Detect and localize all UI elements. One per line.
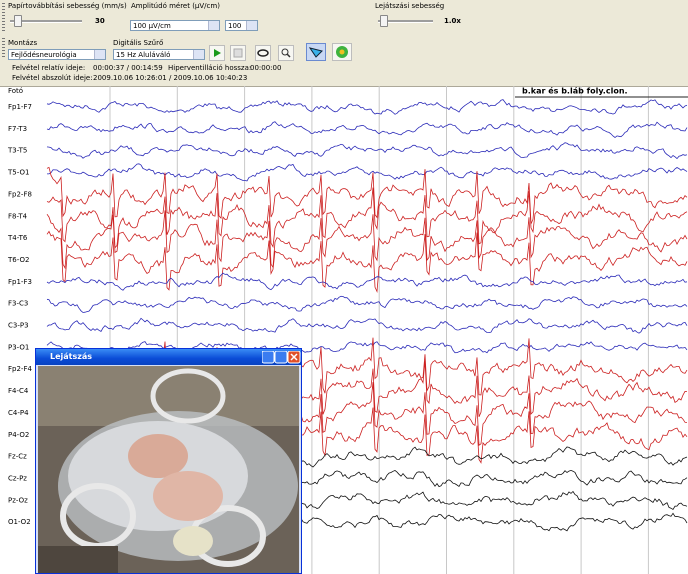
zoom-icon — [279, 46, 293, 60]
view-button[interactable] — [306, 43, 326, 61]
video-title: Lejátszás — [50, 352, 92, 361]
eeg-trace — [47, 318, 687, 333]
channel-label: Cz-Pz — [8, 474, 27, 482]
amplitude-label: Amplitúdó méret (µV/cm) — [131, 2, 220, 10]
window-buttons — [262, 351, 302, 364]
channel-label: C3-P3 — [8, 322, 29, 330]
eeg-trace — [47, 100, 687, 115]
channel-label: Fz-Cz — [8, 453, 27, 461]
playback-label: Lejátszási sebesség — [375, 2, 444, 10]
play-button[interactable] — [209, 45, 225, 61]
eeg-trace — [47, 273, 687, 290]
paper-speed-value: 30 — [95, 17, 105, 25]
video-window[interactable]: Lejátszás — [35, 348, 302, 574]
channel-label: P3-O1 — [8, 343, 29, 351]
eeg-trace — [47, 188, 687, 248]
photic-label: Fotó — [8, 87, 23, 95]
annotation: b.kar és b.láb foly.clon. — [522, 86, 628, 96]
montage-label: Montázs — [8, 39, 37, 47]
channel-label: Fp1-F3 — [8, 278, 32, 286]
toolbar: Papírtovábbítási sebesség (mm/s) 30 Ampl… — [0, 0, 688, 87]
hyperventilation-value: 00:00:00 — [250, 64, 281, 72]
stop-button[interactable] — [230, 45, 246, 61]
play-icon — [210, 46, 224, 60]
maximize-button[interactable] — [275, 351, 287, 363]
zoom-button[interactable] — [278, 45, 294, 61]
relative-time-value: 00:00:37 / 00:14:59 — [93, 64, 163, 72]
channel-label: Fp1-F7 — [8, 103, 32, 111]
filter-select[interactable]: 15 Hz Aluláváló — [113, 49, 205, 60]
view-icon — [307, 44, 325, 60]
channel-label: F7-T3 — [8, 125, 27, 133]
channel-label: T5-O1 — [7, 169, 29, 177]
eeg-trace — [47, 296, 687, 312]
toolbar-grip — [2, 38, 5, 58]
paper-speed-slider[interactable] — [14, 15, 22, 27]
map-icon — [333, 44, 351, 60]
stop-icon — [231, 46, 245, 60]
minimize-button[interactable] — [262, 351, 274, 363]
eeg-trace — [47, 231, 687, 291]
channel-label: Fp2-F8 — [8, 190, 32, 198]
channel-label: O1-O2 — [8, 518, 31, 526]
eeg-trace — [47, 143, 687, 159]
capture-icon — [256, 46, 270, 60]
amplitude-select[interactable]: 100 µV/cm — [130, 20, 220, 31]
absolute-time-value: 2009.10.06 10:26:01 / 2009.10.06 10:40:2… — [93, 74, 247, 82]
map-button[interactable] — [332, 43, 352, 61]
montage-select[interactable]: Fejlődésneurológia — [8, 49, 106, 60]
channel-label: F3-C3 — [8, 300, 28, 308]
channel-label: T6-O2 — [7, 256, 29, 264]
channel-label: T3-T5 — [7, 147, 27, 155]
filter-label: Digitális Szűrő — [113, 39, 163, 47]
relative-time-label: Felvétel relatív ideje: — [12, 64, 85, 72]
eeg-trace — [47, 122, 687, 138]
channel-label: Pz-Oz — [8, 496, 28, 504]
channel-label: Fp2-F4 — [8, 365, 32, 373]
eeg-trace — [47, 164, 687, 181]
playback-slider[interactable] — [380, 15, 388, 27]
channel-label: F4-C4 — [8, 387, 29, 395]
toolbar-grip — [2, 3, 5, 31]
paper-speed-label: Papírtovábbítási sebesség (mm/s) — [8, 2, 127, 10]
capture-button[interactable] — [255, 45, 271, 61]
channel-label: F8-T4 — [8, 212, 28, 220]
video-title-bar: Lejátszás — [36, 349, 301, 365]
channel-label: P4-O2 — [8, 431, 29, 439]
app-window: Papírtovábbítási sebesség (mm/s) 30 Ampl… — [0, 0, 688, 574]
channel-label: T4-T6 — [7, 234, 28, 242]
absolute-time-label: Felvétel abszolút ideje: — [12, 74, 93, 82]
hyperventilation-label: Hiperventilláció hossza: — [168, 64, 251, 72]
playback-value: 1.0x — [444, 17, 461, 25]
channel-label: C4-P4 — [8, 409, 29, 417]
eeg-trace — [47, 210, 687, 268]
amplitude-spin[interactable]: 100 — [225, 20, 258, 31]
video-frame — [38, 366, 299, 573]
